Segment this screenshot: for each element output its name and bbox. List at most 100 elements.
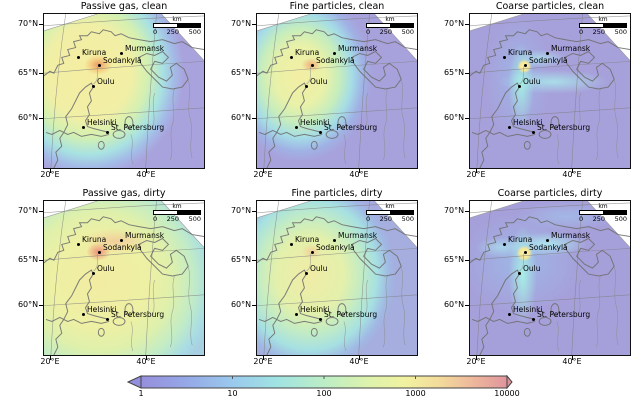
lat-tick-mark	[465, 118, 469, 119]
lon-tick-mark	[572, 169, 573, 173]
lon-tick-mark	[572, 356, 573, 360]
panel-title: Fine particles, dirty	[291, 188, 383, 199]
city-dot-murmansk	[545, 51, 549, 55]
city-dot-sodankyl-	[523, 250, 527, 254]
map-overlay	[470, 201, 630, 355]
city-label: Murmansk	[338, 231, 378, 240]
city-label: Helsinki	[87, 305, 117, 314]
concentration-field	[44, 201, 204, 355]
domain-boundary	[470, 201, 630, 248]
lon-tick-label: 20°E	[40, 170, 60, 179]
colorbar-tick: 10	[227, 389, 238, 398]
lat-tick-mark	[39, 260, 43, 261]
city-label: Kiruna	[82, 235, 107, 244]
scale-bar-number: 250	[379, 215, 393, 223]
city-label: Kiruna	[82, 48, 107, 57]
lat-tick-label: 60°N	[230, 300, 252, 309]
scale-bar-number: 0	[366, 215, 371, 223]
city-label: Sodankylä	[529, 243, 568, 252]
city-dot-murmansk	[545, 238, 549, 242]
colorbar-tick: 1000	[405, 389, 426, 398]
city-label: Murmansk	[125, 44, 165, 53]
lat-tick-label: 70°N	[17, 19, 39, 28]
scale-bar-unit: km	[385, 203, 395, 210]
scale-bar-numbers: 0 250 500	[579, 215, 627, 223]
city-dot-murmansk	[332, 51, 336, 55]
domain-boundary	[44, 201, 204, 248]
out-of-domain-wedge	[257, 14, 311, 31]
scale-bar-rule	[153, 210, 201, 215]
rivers	[519, 65, 619, 165]
lat-tick-label: 70°N	[443, 19, 465, 28]
map-panel-passive-dirty: Passive gas, dirty	[18, 188, 205, 366]
lat-tick-mark	[39, 118, 43, 119]
graticule	[257, 201, 417, 355]
lat-tick-label: 65°N	[230, 255, 252, 264]
scale-bar: km 0 250 500	[366, 17, 414, 36]
lat-tick-label: 65°N	[443, 255, 465, 264]
city-dot-sodankyl-	[97, 63, 101, 67]
scale-bar: km 0 250 500	[366, 204, 414, 223]
lat-tick-mark	[39, 73, 43, 74]
panel-title: Passive gas, clean	[80, 1, 168, 12]
city-label: Helsinki	[300, 305, 330, 314]
lat-tick-mark	[252, 24, 256, 25]
city-dot-murmansk	[119, 51, 123, 55]
scale-bar-number: 500	[401, 28, 414, 36]
scale-bar-numbers: 0 250 500	[366, 28, 414, 36]
city-label: Kiruna	[295, 48, 320, 57]
city-label: St. Petersburg	[111, 310, 165, 319]
city-dot-helsinki	[294, 125, 298, 129]
lat-tick-mark	[252, 118, 256, 119]
city-dot-st-petersburg	[531, 130, 535, 134]
map-frame: km 0 250 500 Kiruna Murmansk Sodankylä Oulu He…	[43, 200, 205, 356]
city-label: Helsinki	[300, 118, 330, 127]
map-frame: km 0 250 500 Kiruna Murmansk Sodankylä Oulu He…	[256, 200, 418, 356]
lon-tick-mark	[263, 169, 264, 173]
lon-tick-mark	[50, 356, 51, 360]
graticule	[470, 14, 630, 168]
lat-tick-label: 65°N	[443, 68, 465, 77]
city-label: St. Petersburg	[324, 123, 378, 132]
city-label: Murmansk	[551, 231, 591, 240]
lon-tick-mark	[146, 169, 147, 173]
scale-bar-number: 500	[401, 215, 414, 223]
lat-tick-label: 70°N	[230, 206, 252, 215]
city-dot-oulu	[91, 84, 95, 88]
city-label: Murmansk	[338, 44, 378, 53]
map-overlay	[257, 14, 417, 168]
scale-bar-numbers: 0 250 500	[366, 215, 414, 223]
rivers	[519, 252, 619, 352]
scale-bar-number: 250	[166, 215, 180, 223]
city-label: Oulu	[523, 77, 541, 86]
city-label: Sodankylä	[103, 56, 142, 65]
city-dot-kiruna	[289, 242, 293, 246]
map-frame: km 0 250 500 Kiruna Murmansk Sodankylä Oulu He…	[469, 200, 631, 356]
city-dot-oulu	[517, 84, 521, 88]
map-overlay	[44, 14, 204, 168]
lat-tick-label: 65°N	[17, 255, 39, 264]
lat-tick-mark	[252, 73, 256, 74]
coastline	[257, 216, 417, 355]
coastline	[44, 29, 204, 168]
lat-tick-mark	[465, 305, 469, 306]
scale-bar-rule	[366, 23, 414, 28]
domain-boundary	[44, 14, 204, 61]
city-dot-st-petersburg	[318, 130, 322, 134]
colorbar-left-arrow	[127, 375, 142, 389]
lat-tick-label: 65°N	[230, 68, 252, 77]
scale-bar-unit: km	[598, 16, 608, 23]
city-label: Helsinki	[513, 305, 543, 314]
lon-tick-label: 40°E	[136, 170, 156, 179]
city-dot-kiruna	[502, 55, 506, 59]
coastline	[470, 29, 630, 168]
city-label: Kiruna	[295, 235, 320, 244]
city-dot-murmansk	[332, 238, 336, 242]
concentration-field	[257, 14, 417, 168]
city-dot-sodankyl-	[310, 63, 314, 67]
lon-tick-label: 40°E	[349, 357, 369, 366]
scale-bar: km 0 250 500	[153, 17, 201, 36]
city-dot-murmansk	[119, 238, 123, 242]
scale-bar-number: 0	[366, 28, 371, 36]
concentration-field	[470, 14, 630, 168]
